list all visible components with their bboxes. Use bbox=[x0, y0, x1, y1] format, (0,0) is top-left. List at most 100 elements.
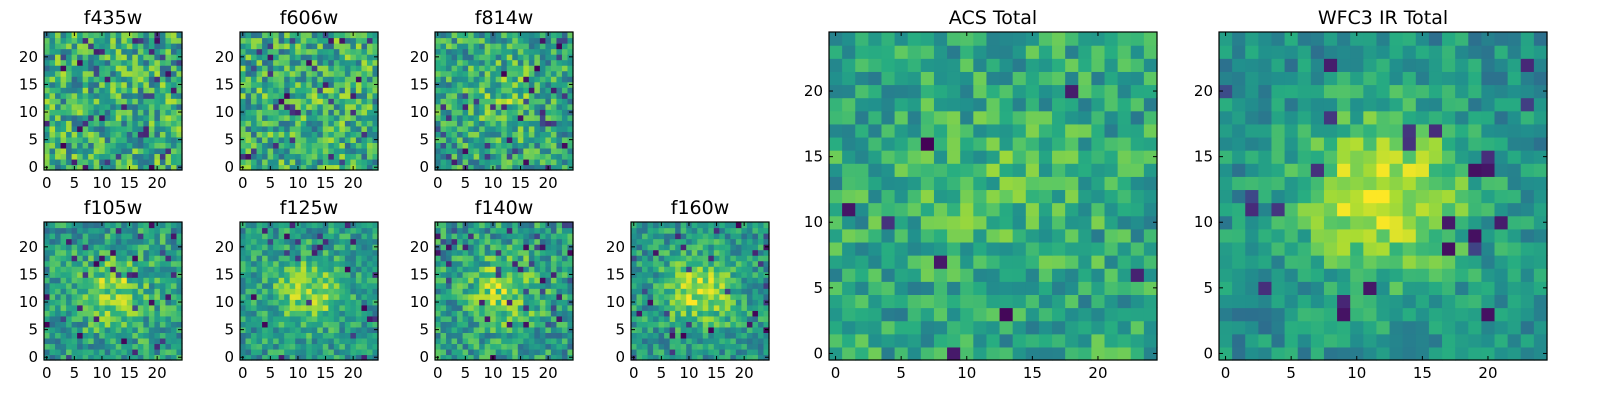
heatmap-cell bbox=[855, 228, 869, 243]
heatmap-cell bbox=[262, 59, 269, 66]
heatmap-cell bbox=[490, 114, 497, 121]
heatmap-cell bbox=[451, 233, 458, 240]
heatmap-cell bbox=[49, 87, 56, 94]
heatmap-cell bbox=[697, 315, 704, 322]
heatmap-cell bbox=[440, 109, 447, 116]
heatmap-cell bbox=[741, 293, 748, 300]
heatmap-cell bbox=[82, 81, 89, 88]
heatmap-cell bbox=[339, 125, 346, 132]
heatmap-cell bbox=[545, 125, 552, 132]
heatmap-cell bbox=[457, 238, 464, 245]
heatmap-cell bbox=[110, 321, 117, 328]
heatmap-cell bbox=[473, 238, 480, 245]
heatmap-cell bbox=[523, 282, 530, 289]
heatmap-cell bbox=[82, 120, 89, 127]
heatmap-cell bbox=[284, 142, 291, 149]
heatmap-cell bbox=[490, 266, 497, 273]
heatmap-cell bbox=[479, 32, 486, 39]
heatmap-cell bbox=[49, 81, 56, 88]
heatmap-cell bbox=[675, 293, 682, 300]
heatmap-cell bbox=[763, 304, 770, 311]
heatmap-cell bbox=[240, 260, 247, 267]
heatmap-cell bbox=[730, 260, 737, 267]
heatmap-cell bbox=[435, 348, 442, 356]
heatmap-cell bbox=[686, 326, 693, 333]
heatmap-cell bbox=[523, 32, 530, 39]
heatmap-cell bbox=[528, 337, 535, 345]
heatmap-cell bbox=[49, 249, 56, 256]
heatmap-cell bbox=[49, 310, 56, 317]
heatmap-cell bbox=[284, 131, 291, 138]
heatmap-cell bbox=[561, 304, 569, 311]
heatmap-cell bbox=[642, 310, 649, 317]
heatmap-cell bbox=[143, 65, 150, 72]
heatmap-cell bbox=[675, 233, 682, 240]
heatmap-cell bbox=[88, 227, 95, 234]
heatmap-cell bbox=[506, 244, 513, 251]
heatmap-cell bbox=[495, 153, 502, 160]
heatmap-cell bbox=[523, 332, 530, 339]
heatmap-cell bbox=[295, 249, 302, 256]
heatmap-cell bbox=[702, 315, 709, 322]
heatmap-cell bbox=[495, 98, 502, 105]
heatmap-cell bbox=[468, 310, 475, 317]
heatmap-cell bbox=[512, 326, 519, 333]
heatmap-cell bbox=[306, 48, 313, 55]
heatmap-cell bbox=[512, 65, 519, 72]
heatmap-cell bbox=[490, 277, 497, 284]
heatmap-cell bbox=[440, 233, 447, 240]
heatmap-cell bbox=[528, 321, 535, 328]
heatmap-cell bbox=[344, 37, 351, 44]
heatmap-cell bbox=[1065, 333, 1079, 348]
heatmap-cell bbox=[512, 249, 519, 256]
heatmap-cell bbox=[71, 103, 78, 110]
heatmap-cell bbox=[501, 65, 508, 72]
heatmap-cell bbox=[473, 321, 480, 328]
heatmap-cell bbox=[93, 343, 100, 350]
heatmap-cell bbox=[77, 81, 84, 88]
heatmap-cell bbox=[1091, 333, 1106, 348]
heatmap-cell bbox=[311, 98, 318, 105]
heatmap-cell bbox=[440, 310, 447, 317]
heatmap-cell bbox=[724, 222, 731, 229]
heatmap-cell bbox=[361, 332, 368, 339]
heatmap-cell bbox=[88, 153, 95, 160]
heatmap-cell bbox=[855, 202, 869, 217]
heatmap-cell bbox=[88, 343, 95, 350]
heatmap-cell bbox=[446, 321, 453, 328]
heatmap-cell bbox=[77, 233, 84, 240]
heatmap-cell bbox=[446, 87, 453, 94]
heatmap-cell bbox=[512, 114, 519, 121]
heatmap-cell bbox=[539, 244, 546, 251]
heatmap-cell bbox=[49, 70, 56, 77]
heatmap-cell bbox=[251, 233, 258, 240]
x-tick-label: 10 bbox=[679, 364, 698, 382]
heatmap-cell bbox=[361, 114, 368, 121]
heatmap-cell bbox=[322, 70, 329, 77]
heatmap-cell bbox=[702, 244, 709, 251]
heatmap-cell bbox=[251, 114, 258, 121]
heatmap-cell bbox=[300, 227, 307, 234]
heatmap-cell bbox=[66, 227, 73, 234]
heatmap-cell bbox=[344, 142, 351, 149]
heatmap-cell bbox=[137, 244, 144, 251]
heatmap-cell bbox=[506, 266, 513, 273]
heatmap-cell bbox=[251, 164, 258, 171]
heatmap-cell bbox=[366, 37, 374, 44]
heatmap-cell bbox=[148, 59, 155, 66]
heatmap-cell bbox=[262, 87, 269, 94]
heatmap-cell bbox=[473, 293, 480, 300]
heatmap-cell bbox=[501, 260, 508, 267]
heatmap-cell bbox=[256, 48, 263, 55]
heatmap-cell bbox=[702, 227, 709, 234]
heatmap-cell bbox=[479, 81, 486, 88]
heatmap-cell bbox=[311, 348, 318, 356]
heatmap-cell bbox=[170, 109, 178, 116]
heatmap-cell bbox=[719, 244, 726, 251]
heatmap-cell bbox=[284, 244, 291, 251]
heatmap-cell bbox=[702, 266, 709, 273]
heatmap-cell bbox=[647, 266, 654, 273]
heatmap-cell bbox=[104, 158, 111, 166]
heatmap-cell bbox=[675, 348, 682, 356]
heatmap-cell bbox=[322, 43, 329, 50]
